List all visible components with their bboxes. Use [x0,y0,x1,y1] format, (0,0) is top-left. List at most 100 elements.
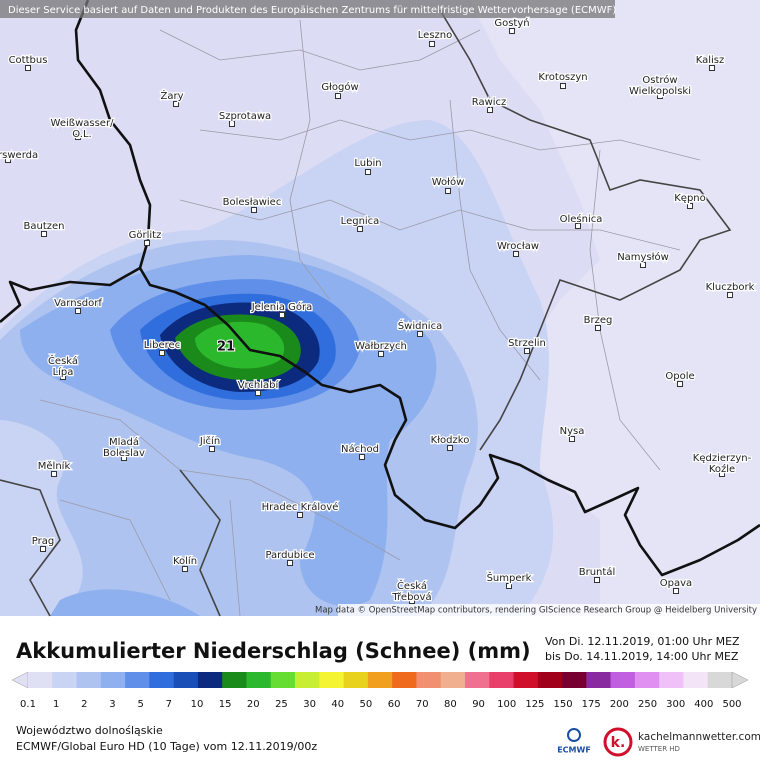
city-dot [509,28,515,34]
city-dot [41,231,47,237]
legend-swatch [416,672,441,688]
city-label: Bolesławiec [223,197,282,208]
city-label: Oleśnica [560,213,603,225]
city-label: Szprotawa [219,111,271,122]
legend-label: 20 [247,699,260,710]
attribution: Map data © OpenStreetMap contributors, r… [315,606,757,616]
legend-label: 150 [553,699,572,710]
city-dot [687,203,693,209]
city-dot [569,436,575,442]
city-label: Česká [48,354,78,367]
city-label: Kluczbork [706,282,755,293]
city-label: Lubin [354,158,381,169]
city-label: Jelenia Góra [251,301,313,313]
legend-swatch [76,672,102,688]
city-label: Cottbus [9,55,48,66]
legend-arrow-left [11,671,29,689]
city-label: Wołów [432,176,465,188]
city-dot [417,331,423,337]
legend-swatch [610,672,636,688]
legend: 0.1 1 2 3 5 7 10 15 20 25 30 40 50 60 70 80 90 100 125 150 1… [11,671,749,710]
legend-swatch [270,672,296,688]
city-dot [5,157,11,163]
legend-swatch [464,672,490,688]
city-label: Rawicz [472,97,507,108]
legend-label: 60 [388,699,401,710]
city-label: Náchod [341,443,379,455]
legend-swatch [683,672,709,688]
city-label: Bautzen [24,221,65,232]
legend-label: 0.1 [20,699,36,710]
period-end: bis Do. 14.11.2019, 14:00 Uhr MEZ [545,650,739,663]
city-label: Koźle [709,463,735,475]
city-label: Mladá [109,436,139,448]
period-start: Von Di. 12.11.2019, 01:00 Uhr MEZ [545,635,740,648]
city-label: Leszno [418,30,452,41]
city-label: Świdnica [398,319,442,332]
city-label: Bruntál [579,566,615,578]
city-dot [255,390,261,396]
city-label: Kędzierzyn- [693,453,752,464]
city-label: Krotoszyn [538,72,587,83]
legend-swatch [295,672,320,688]
legend-label: 400 [694,699,713,710]
legend-swatch [440,672,466,688]
legend-swatch [634,672,660,688]
city-dot [60,374,66,380]
legend-swatch [149,672,174,688]
kachelmann-sub: WETTER HD [638,745,680,753]
city-label: Opava [660,578,692,589]
city-dot [40,546,46,552]
legend-label: 50 [360,699,373,710]
city-dot [524,348,530,354]
city-label: Česká [397,579,427,592]
legend-swatch [343,672,369,688]
legend-label: 5 [137,699,143,710]
city-dot [560,83,566,89]
city-dot [640,262,646,268]
city-label: Legnica [341,216,380,227]
city-label: Weißwasser/ [51,118,115,129]
city-label: Głogów [321,81,358,93]
legend-swatch [246,672,272,688]
city-dot [75,134,81,140]
legend-label: 175 [582,699,601,710]
ecmwf-icon [567,728,581,742]
city-dot [677,381,683,387]
city-label: Kępno [674,193,706,204]
city-label: Wałbrzych [355,341,407,352]
city-dot [357,226,363,232]
city-dot [727,292,733,298]
city-label: Kolín [173,555,197,567]
city-labels: Cottbus Żary Szprotawa Głogów Leszno Gostyń Kr… [0,16,756,605]
legend-label: 70 [416,699,429,710]
legend-label: 1 [53,699,59,710]
city-label: Vrchlabí [238,379,280,391]
city-dot [75,308,81,314]
city-dot [229,121,235,127]
model-info: ECMWF/Global Euro HD (10 Tage) vom 12.11… [16,740,317,753]
legend-arrow-right [731,671,749,689]
kachelmann-k: k. [611,735,626,751]
precip-area [50,589,200,616]
legend-swatch [367,672,393,688]
legend-label: 90 [472,699,485,710]
region-boundaries [0,9,732,617]
city-label: Namysłów [617,251,669,263]
city-dot [25,65,31,71]
city-label: Brzeg [584,315,613,326]
city-dot [335,93,341,99]
legend-label: 15 [219,699,232,710]
legend-label: 3 [109,699,115,710]
city-label: Boleslav [103,448,145,459]
city-dot [365,169,371,175]
city-label: Görlitz [129,230,162,241]
city-label: Jičín [199,435,220,447]
city-label: O.L. [72,129,91,140]
kachelmann-icon [603,727,633,757]
legend-swatch [173,672,199,688]
legend-label: 250 [638,699,657,710]
legend-swatch [125,672,150,688]
